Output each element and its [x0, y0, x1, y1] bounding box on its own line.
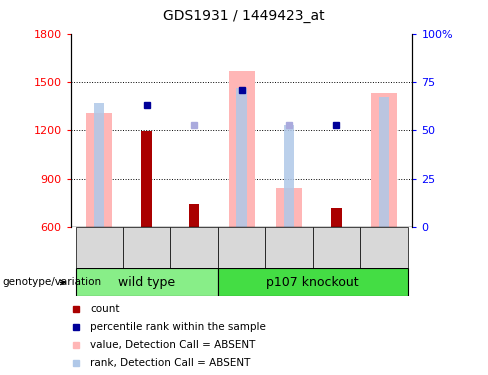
Bar — [218, 268, 407, 296]
Bar — [218, 227, 265, 268]
Bar — [228, 71, 255, 227]
Bar — [379, 96, 389, 227]
Bar — [76, 268, 218, 296]
Bar — [265, 227, 313, 268]
Bar — [331, 209, 342, 227]
Bar — [189, 204, 199, 227]
Bar — [170, 227, 218, 268]
Bar — [123, 227, 170, 268]
Text: wild type: wild type — [118, 276, 175, 289]
Text: rank, Detection Call = ABSENT: rank, Detection Call = ABSENT — [90, 358, 251, 368]
Bar — [276, 188, 302, 227]
Bar — [284, 126, 294, 227]
Bar — [86, 112, 112, 227]
Text: GDS1931 / 1449423_at: GDS1931 / 1449423_at — [163, 9, 325, 23]
Bar — [236, 88, 247, 227]
Bar — [94, 103, 104, 227]
Text: p107 knockout: p107 knockout — [266, 276, 359, 289]
Text: value, Detection Call = ABSENT: value, Detection Call = ABSENT — [90, 340, 256, 350]
Bar — [371, 93, 397, 227]
Bar — [360, 227, 407, 268]
Text: percentile rank within the sample: percentile rank within the sample — [90, 322, 266, 332]
Bar — [76, 227, 123, 268]
Text: count: count — [90, 304, 120, 314]
Text: genotype/variation: genotype/variation — [2, 278, 102, 287]
Bar — [313, 227, 360, 268]
Bar — [142, 131, 152, 227]
